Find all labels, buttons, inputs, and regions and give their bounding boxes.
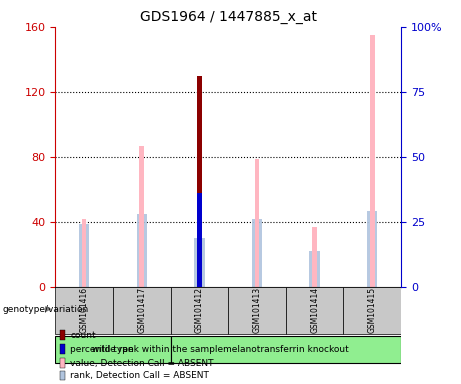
Text: melanotransferrin knockout: melanotransferrin knockout — [223, 345, 349, 354]
Bar — [228, 287, 286, 334]
Text: GSM101412: GSM101412 — [195, 288, 204, 333]
Text: wild type: wild type — [92, 345, 134, 354]
Bar — [197, 193, 202, 287]
Bar — [194, 238, 205, 287]
Bar — [286, 287, 343, 334]
Text: GSM101415: GSM101415 — [368, 287, 377, 333]
Bar — [197, 76, 202, 287]
Bar — [139, 146, 144, 287]
Bar — [55, 336, 171, 363]
Bar — [55, 287, 113, 334]
Bar — [367, 211, 378, 287]
Bar — [370, 35, 374, 287]
Bar — [171, 336, 401, 363]
Bar — [171, 287, 228, 334]
Text: count: count — [70, 331, 96, 340]
Bar — [343, 287, 401, 334]
Bar — [313, 227, 317, 287]
Title: GDS1964 / 1447885_x_at: GDS1964 / 1447885_x_at — [140, 10, 317, 25]
Bar — [113, 287, 171, 334]
Bar — [79, 224, 89, 287]
Bar — [309, 252, 320, 287]
Text: value, Detection Call = ABSENT: value, Detection Call = ABSENT — [70, 359, 213, 368]
Text: GSM101417: GSM101417 — [137, 287, 146, 333]
Text: genotype/variation: genotype/variation — [2, 305, 89, 314]
Text: GSM101414: GSM101414 — [310, 287, 319, 333]
Bar — [254, 159, 259, 287]
Bar — [136, 214, 147, 287]
Bar — [252, 219, 262, 287]
Text: percentile rank within the sample: percentile rank within the sample — [70, 345, 223, 354]
Text: GSM101416: GSM101416 — [80, 287, 89, 333]
Text: rank, Detection Call = ABSENT: rank, Detection Call = ABSENT — [70, 371, 209, 380]
Bar — [82, 219, 86, 287]
Text: GSM101413: GSM101413 — [253, 287, 261, 333]
